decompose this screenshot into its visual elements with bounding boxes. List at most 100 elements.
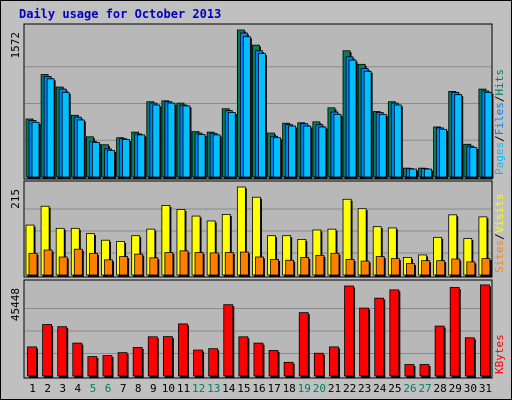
visits-sites-bar [149,257,159,276]
visits-ymax-label: 215 [9,189,22,209]
visits-sites-bar [119,256,128,276]
hits-pages-bar [122,139,130,178]
hits-pages-bar [303,125,312,178]
x-tick-label: 31 [479,382,492,395]
x-tick-label: 4 [75,382,82,395]
x-tick-label: 21 [328,382,341,395]
hits-pages-bar [424,168,432,178]
visits-sites-bar [345,259,355,276]
visits-sites-bar [58,256,68,276]
x-tick-label: 5 [90,382,97,395]
x-tick-label: 24 [373,382,387,395]
x-tick-label: 20 [313,382,326,395]
visits-sites-bar [285,259,295,276]
kbytes-kbytes-bar [178,323,188,377]
kbytes-kbytes-bar [208,348,219,377]
kbytes-kbytes-bar [87,356,98,377]
kbytes-series-label: KBytes [493,334,506,374]
visits-sites-bar [481,258,491,276]
x-tick-label: 2 [44,382,51,395]
kbytes-kbytes-bar [359,307,370,377]
hits-pages-bar [242,36,251,178]
hits-pages-bar [333,113,342,178]
hits-pages-bar [454,94,463,178]
x-tick-label: 22 [343,382,356,395]
x-tick-label: 1 [29,382,36,395]
series-label-files: Files [493,102,506,135]
hits-pages-bar [227,112,236,178]
kbytes-kbytes-bar [480,284,490,377]
visits-sites-bar [104,259,113,276]
label-separator: / [493,135,506,142]
kbytes-kbytes-bar [419,364,430,377]
hits-pages-bar [273,137,281,178]
hits-pages-bar [469,147,478,178]
visits-sites-bar [43,249,53,276]
visits-sites-bar [466,261,476,276]
x-tick-label: 15 [237,382,250,395]
x-tick-label: 11 [177,382,190,395]
hits-pages-bar [288,125,297,178]
kbytes-kbytes-bar [27,346,37,377]
kbytes-kbytes-bar [389,289,400,377]
visits-sites-bar [300,256,310,276]
hits-pages-bar [107,149,115,178]
x-tick-label: 29 [449,382,462,395]
hits-pages-bar [393,104,402,178]
x-tick-label: 27 [418,382,431,395]
x-tick-label: 7 [120,382,127,395]
x-tick-label: 23 [358,382,371,395]
series-label-kbytes: KBytes [493,334,506,374]
kbytes-kbytes-bar [223,304,234,377]
visits-sites-bar [179,250,189,276]
kbytes-kbytes-bar [238,336,249,377]
kbytes-kbytes-bar [298,312,309,377]
visits-sites-bar [224,252,234,276]
x-tick-label: 19 [298,382,311,395]
hits-pages-bar [409,168,417,178]
visits-sites-bar [239,251,249,276]
hits-ymax-label: 1572 [9,32,22,59]
visits-sites-bar [360,260,370,276]
hits-pages-bar [31,121,40,178]
kbytes-kbytes-bar [329,346,339,377]
kbytes-ymax-label: 45448 [9,288,22,321]
kbytes-kbytes-bar [117,352,128,377]
visits-sites-bar [375,256,385,276]
hits-pages-bar [46,78,55,178]
hits-pages-bar [258,53,266,178]
hits-pages-bar [484,91,493,178]
hits-pages-bar [212,134,221,178]
x-tick-label: 14 [222,382,236,395]
x-tick-label: 28 [434,382,447,395]
visits-sites-bar [421,260,430,276]
x-tick-label: 6 [105,382,112,395]
hits-pages-bar [197,134,206,178]
kbytes-kbytes-bar [404,364,415,377]
kbytes-kbytes-bar [449,287,460,377]
kbytes-kbytes-bar [132,347,143,377]
x-tick-label: 17 [267,382,280,395]
hits-pages-bar [348,59,357,178]
chart-title: Daily usage for October 2013 [19,7,221,21]
labels-layer: 1572Pages/Files/Hits215Sites/Visits45448… [9,32,506,395]
visits-sites-bar [134,253,144,276]
kbytes-kbytes-bar [253,342,264,377]
kbytes-kbytes-bar [42,324,52,377]
kbytes-kbytes-bar [193,349,203,377]
hits-pages-bar [318,126,327,178]
x-tick-label: 10 [162,382,175,395]
visits-sites-bar [88,252,98,276]
x-tick-label: 9 [150,382,157,395]
x-tick-label: 13 [207,382,220,395]
x-tick-label: 8 [135,382,142,395]
kbytes-kbytes-bar [268,350,279,377]
hits-pages-bar [378,113,387,178]
x-tick-label: 16 [252,382,265,395]
hits-pages-bar [363,70,372,178]
visits-sites-bar [209,252,219,276]
hits-pages-bar [152,104,161,178]
visits-sites-bar [390,258,400,276]
visits-sites-bar [270,259,279,276]
